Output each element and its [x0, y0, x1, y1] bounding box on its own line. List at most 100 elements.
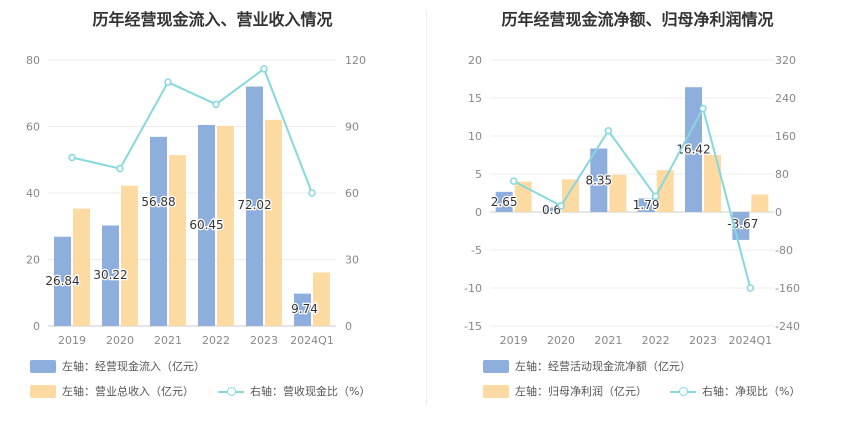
y-left-tick-label: 10	[468, 130, 482, 143]
right-chart-svg: -15 -10 -5 0 5 10 15 20 -240 -160 -80 0 80 160 240 320 2…	[464, 54, 800, 347]
bar-series2	[751, 194, 769, 212]
bar-series1	[102, 225, 119, 326]
bar-series1	[198, 125, 215, 326]
line-point	[746, 284, 755, 292]
y-right-tick-label: 60	[345, 187, 359, 200]
y-right-tick-label: -160	[775, 282, 800, 295]
bar-series2	[562, 179, 579, 212]
y-left-tick-label: 20	[26, 254, 40, 267]
bar-data-label: 26.84	[45, 274, 79, 288]
left-chart-panel: 历年经营现金流入、营业收入情况 0 20 40 60 80 0 30 60 90 120 2019 2…	[26, 10, 370, 399]
legend-label: 左轴：经营现金流入（亿元）	[62, 360, 205, 373]
x-tick-label: 2020	[106, 334, 134, 347]
left-legend-line[interactable]: 右轴：营收现金比（%）	[218, 383, 370, 399]
y-right-tick-label: 30	[345, 254, 359, 267]
legend-label: 右轴：净现比（%）	[702, 385, 801, 398]
x-tick-label: 2019	[58, 334, 86, 347]
y-right-tick-label: 90	[345, 121, 359, 134]
bar-series2	[656, 170, 674, 212]
bar-data-label: 9.74	[291, 302, 318, 316]
left-chart-title: 历年经营现金流入、营业收入情况	[92, 10, 333, 29]
line-point	[509, 177, 518, 185]
left-chart-svg: 0 20 40 60 80 0 30 60 90 120 2019 2020 2021 2022 2023 2…	[26, 54, 366, 347]
x-tick-label: 2022	[202, 334, 230, 347]
bar-series1	[150, 136, 167, 326]
y-left-tick-label: -15	[464, 320, 482, 333]
x-tick-label: 2020	[547, 334, 575, 347]
bar-series2	[121, 185, 138, 326]
y-left-tick-label: 40	[26, 187, 40, 200]
x-tick-label: 2023	[689, 334, 717, 347]
y-right-tick-label: 80	[775, 168, 789, 181]
legend-swatch-bar2	[483, 384, 509, 398]
legend-label: 右轴：营收现金比（%）	[250, 385, 371, 398]
bar-series2	[704, 155, 721, 212]
y-right-tick-label: 0	[775, 206, 782, 219]
right-legend-bar2[interactable]: 左轴：归母净利润（亿元）	[483, 383, 647, 399]
bar-data-label: 60.45	[189, 218, 223, 232]
legend-swatch-bar1	[30, 359, 56, 373]
left-legend-bar2[interactable]: 左轴：营业总收入（亿元）	[30, 383, 194, 399]
left-legend-bar1[interactable]: 左轴：经营现金流入（亿元）	[30, 358, 205, 374]
y-right-tick-label: 320	[775, 54, 796, 67]
bar-series1	[54, 236, 71, 326]
y-left-tick-label: 20	[468, 54, 482, 67]
line-point	[557, 202, 565, 210]
legend-label: 左轴：营业总收入（亿元）	[62, 385, 194, 398]
bar-data-label: 2.65	[491, 195, 518, 209]
y-right-tick-label: 240	[775, 92, 796, 105]
right-legend-line[interactable]: 右轴：净现比（%）	[670, 383, 800, 399]
y-left-tick-label: 0	[33, 320, 40, 333]
y-right-tick-label: 160	[775, 130, 796, 143]
line-point	[308, 189, 316, 197]
bar-series2	[73, 208, 90, 326]
bar-data-label: 8.35	[585, 173, 612, 187]
legend-label: 左轴：经营活动现金流净额（亿元）	[515, 360, 691, 373]
bar-series2	[265, 119, 282, 326]
x-tick-label: 2022	[642, 334, 670, 347]
y-right-tick-label: -240	[775, 320, 800, 333]
y-left-tick-label: 0	[475, 206, 482, 219]
y-right-tick-label: 120	[345, 54, 366, 67]
x-tick-label: 2023	[250, 334, 278, 347]
line-point	[260, 65, 268, 73]
line-point	[604, 127, 613, 135]
x-tick-label: 2024Q1	[290, 334, 334, 347]
right-chart-title: 历年经营现金流净额、归母净利润情况	[501, 10, 774, 29]
bar-data-label: 0.6	[542, 203, 561, 217]
line-series	[71, 67, 313, 194]
line-point	[164, 78, 172, 86]
bar-data-label: 16.42	[676, 143, 710, 157]
legend-swatch-bar1	[483, 359, 509, 373]
legend-swatch-line	[670, 385, 696, 398]
line-point	[116, 164, 124, 173]
panel-divider	[426, 10, 427, 405]
bar-series1	[590, 148, 608, 212]
right-chart-panel: 历年经营现金流净额、归母净利润情况 -15 -10 -5 0 5 10 15 20 -240 -1…	[425, 0, 850, 437]
x-tick-label: 2019	[500, 334, 528, 347]
line-point	[68, 153, 76, 162]
legend-label: 左轴：归母净利润（亿元）	[515, 385, 647, 398]
x-tick-label: 2021	[154, 334, 182, 347]
y-left-tick-label: 60	[26, 121, 40, 134]
x-tick-label: 2021	[594, 334, 622, 347]
legend-swatch-bar2	[30, 384, 56, 398]
right-legend-bar1[interactable]: 左轴：经营活动现金流净额（亿元）	[483, 358, 691, 374]
line-series	[513, 105, 752, 289]
line-point	[212, 100, 220, 109]
line-point	[651, 192, 660, 201]
bar-series2	[217, 125, 234, 327]
y-left-tick-label: 5	[475, 168, 482, 181]
bar-series1	[294, 293, 311, 326]
bar-data-label: 1.79	[633, 198, 660, 212]
bar-series1	[246, 86, 263, 326]
bar-series1	[495, 191, 513, 212]
bar-series2	[313, 272, 330, 326]
bar-series2	[169, 155, 186, 326]
line-point	[699, 104, 707, 113]
y-left-tick-label: -5	[471, 244, 482, 257]
y-left-tick-label: -10	[464, 282, 482, 295]
y-right-tick-label: 0	[345, 320, 352, 333]
legend-swatch-line	[218, 385, 244, 398]
bar-series1	[637, 198, 655, 212]
